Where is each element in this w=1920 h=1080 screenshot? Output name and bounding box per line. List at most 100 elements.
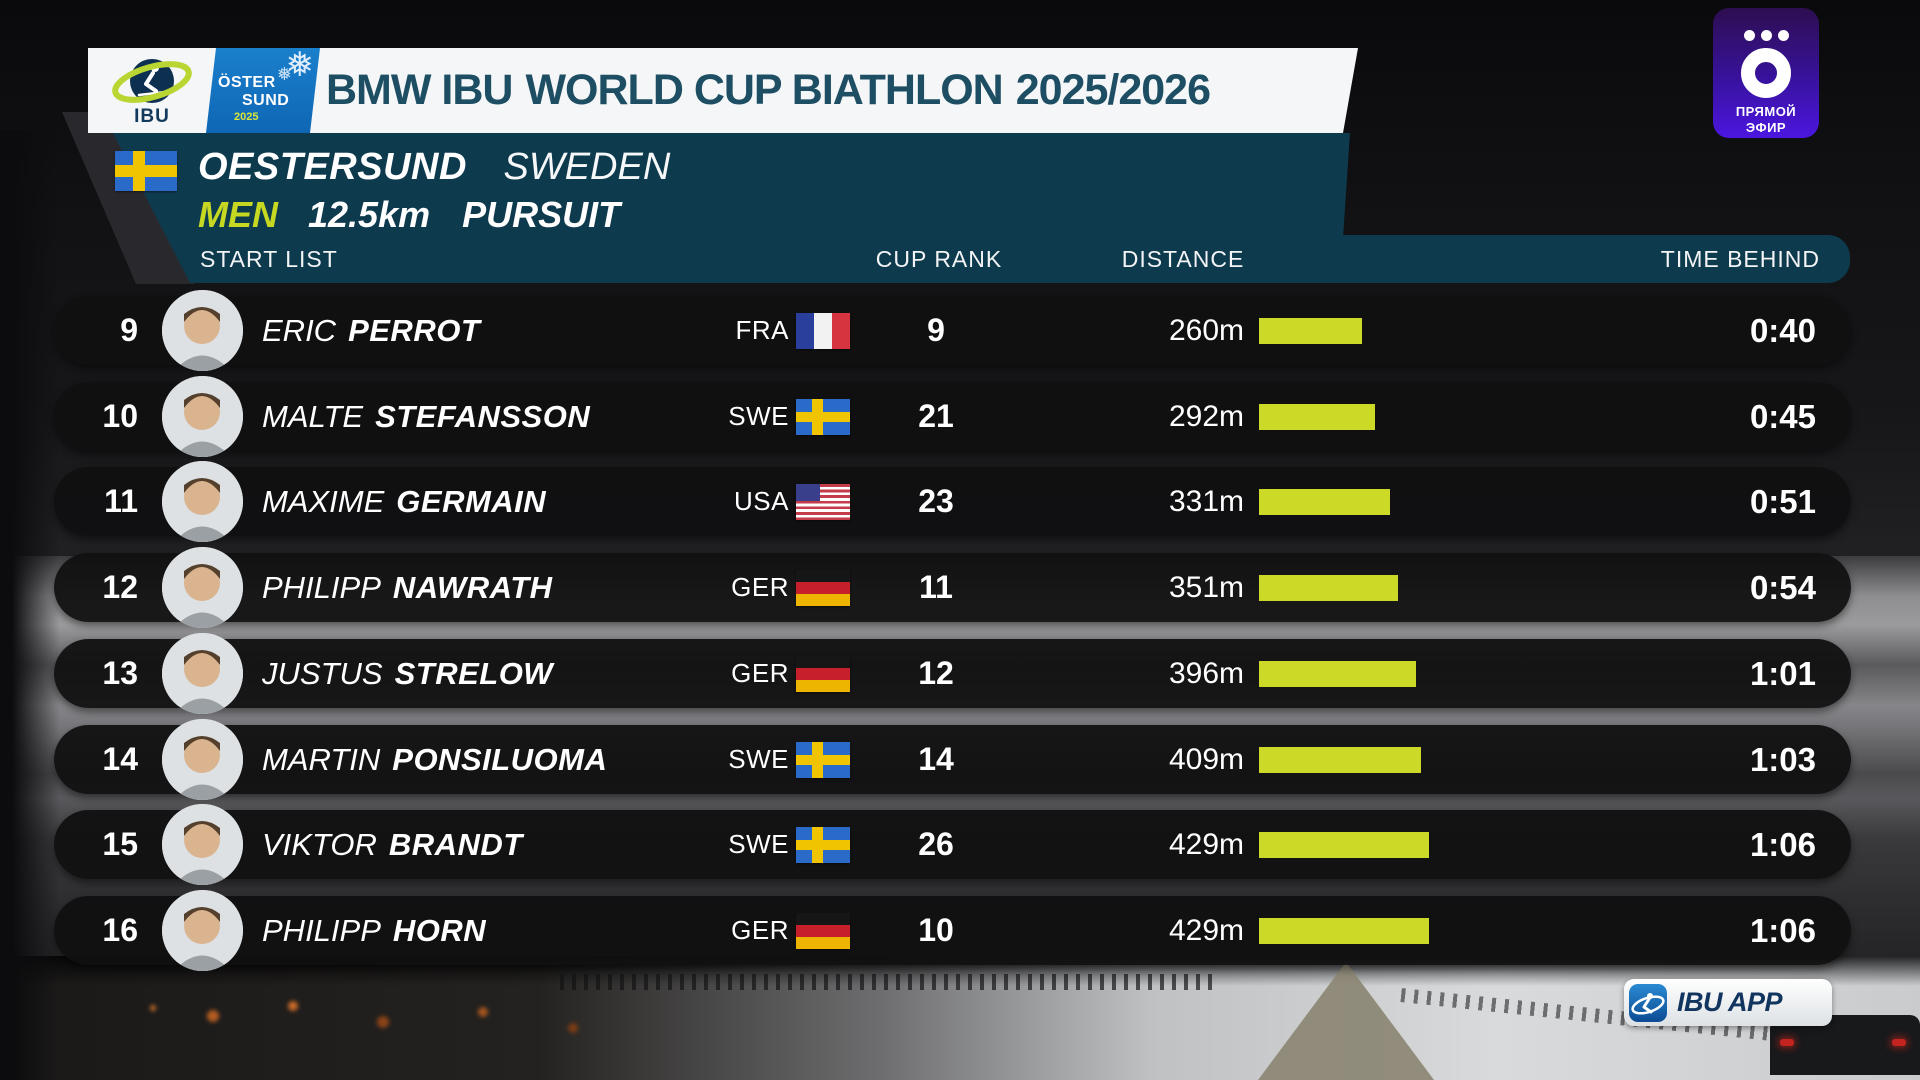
time-behind-value: 1:01 — [1749, 655, 1816, 692]
cup-rank-value: 11 — [919, 569, 953, 605]
country-flag-icon — [796, 484, 850, 520]
oestersund-2025-logo: ❅ ❅ ÖSTER SUND 2025 — [206, 48, 320, 133]
race-distance: 12.5km — [308, 194, 431, 235]
athlete-first-name: ERIC — [262, 313, 337, 348]
distance-value: 429m — [1168, 828, 1244, 861]
title-prefix: BMW IBU — [326, 66, 513, 114]
sweden-flag-icon — [115, 151, 177, 191]
title-main: WORLD CUP BIATHLON — [525, 66, 1003, 114]
host-logo-top: ÖSTER — [218, 74, 276, 91]
athlete-first-name: JUSTUS — [262, 656, 383, 691]
athlete-name: JUSTUS STRELOW — [262, 639, 553, 708]
start-list-row: 15 VIKTOR BRANDT SWE 26 429m 1:06 — [54, 804, 1851, 885]
live-label-line1: ПРЯМОЙ — [1735, 104, 1797, 119]
athlete-last-name: BRANDT — [388, 827, 523, 862]
start-list-row: 12 PHILIPP NAWRATH GER 11 351m 0:54 — [54, 547, 1851, 628]
event-location: OESTERSUND — [198, 146, 467, 188]
athlete-photo — [162, 804, 243, 885]
athlete-photo — [162, 890, 243, 971]
country-code: GER — [731, 915, 789, 945]
crowd-silhouette — [560, 974, 1220, 990]
title-season: 2025/2026 — [1015, 66, 1210, 114]
athlete-name: MAXIME GERMAIN — [262, 467, 546, 536]
athlete-last-name: NAWRATH — [392, 570, 553, 605]
country-code: GER — [731, 658, 789, 688]
broadcaster-logo-ring-icon — [1741, 48, 1791, 98]
race-discipline: PURSUIT — [462, 194, 621, 235]
bib-number: 10 — [102, 398, 138, 434]
event-location-line: OESTERSUND SWEDEN — [198, 146, 670, 189]
distance-value: 292m — [1168, 400, 1244, 433]
ibu-app-badge: IBU APP — [1624, 979, 1832, 1026]
cup-rank-value: 14 — [918, 741, 954, 777]
distance-bar — [1259, 661, 1416, 687]
country-flag-icon — [796, 913, 850, 949]
broadcast-header: IBU ❅ ❅ ÖSTER SUND 2025 BMW IBU WORLD CU… — [88, 48, 1358, 133]
athlete-last-name: GERMAIN — [396, 484, 547, 519]
athlete-name: ERIC PERROT — [262, 296, 480, 365]
ibu-logo-label: IBU — [134, 106, 170, 127]
cup-rank-value: 26 — [918, 826, 954, 862]
time-behind-value: 0:45 — [1749, 398, 1816, 435]
time-behind-value: 1:06 — [1749, 912, 1816, 949]
distance-bar — [1259, 489, 1390, 515]
bib-number: 9 — [120, 312, 138, 348]
athlete-first-name: VIKTOR — [262, 827, 377, 862]
distance-value: 260m — [1168, 314, 1244, 347]
athlete-photo — [162, 461, 243, 542]
time-behind-value: 0:40 — [1749, 312, 1816, 349]
distance-value: 396m — [1168, 657, 1244, 690]
start-list-row: 11 MAXIME GERMAIN USA 23 331m 0:51 — [54, 461, 1851, 542]
distance-value: 351m — [1168, 571, 1244, 604]
live-label-line2: ЭФИР — [1745, 120, 1787, 135]
start-list-row: 14 MARTIN PONSILUOMA SWE 14 409m 1:03 — [54, 719, 1851, 800]
country-flag-icon — [796, 742, 850, 778]
distance-bar — [1259, 747, 1421, 773]
start-list-row: 9 ERIC PERROT FRA 9 260m 0:40 — [54, 290, 1851, 371]
cup-rank-value: 9 — [927, 312, 945, 348]
stadium-lights — [150, 1005, 156, 1011]
broadcaster-logo-dots — [1713, 30, 1819, 41]
broadcast-title: BMW IBU WORLD CUP BIATHLON 2025/2026 — [326, 48, 1210, 133]
country-flag-icon — [796, 313, 850, 349]
time-behind-value: 0:54 — [1749, 569, 1816, 606]
snowflake-icon: ❅ — [285, 48, 314, 84]
country-code: FRA — [735, 315, 789, 345]
time-behind-value: 0:51 — [1749, 483, 1816, 520]
event-country: SWEDEN — [503, 146, 671, 188]
bib-number: 16 — [102, 912, 138, 948]
athlete-first-name: PHILIPP — [262, 570, 381, 605]
athlete-name: VIKTOR BRANDT — [262, 810, 523, 879]
host-flag — [115, 151, 177, 196]
host-logo-bottom: SUND — [242, 92, 290, 109]
live-broadcast-badge: ПРЯМОЙ ЭФИР — [1713, 8, 1819, 138]
cup-rank-value: 12 — [918, 655, 954, 691]
bib-number: 14 — [102, 741, 138, 777]
athlete-first-name: PHILIPP — [262, 913, 381, 948]
country-code: SWE — [728, 744, 789, 774]
cup-rank-value: 23 — [918, 483, 954, 519]
bib-number: 11 — [104, 483, 138, 519]
country-flag-icon — [796, 656, 850, 692]
start-list-row: 16 PHILIPP HORN GER 10 429m 1:06 — [54, 890, 1851, 971]
athlete-photo — [162, 376, 243, 457]
country-flag-icon — [796, 570, 850, 606]
country-flag-icon — [796, 827, 850, 863]
race-category: MEN — [198, 194, 278, 235]
distance-bar — [1259, 918, 1429, 944]
country-code: SWE — [728, 829, 789, 859]
time-behind-value: 1:03 — [1749, 741, 1816, 778]
ibu-app-icon — [1629, 983, 1667, 1022]
time-behind-value: 1:06 — [1749, 826, 1816, 863]
distance-value: 331m — [1168, 485, 1244, 518]
bib-number: 15 — [102, 826, 138, 862]
cup-rank-value: 10 — [918, 912, 954, 948]
country-code: GER — [731, 572, 789, 602]
bib-number: 13 — [102, 655, 138, 691]
distance-bar — [1259, 404, 1375, 430]
country-flag-icon — [796, 399, 850, 435]
distance-value: 429m — [1168, 914, 1244, 947]
country-code: USA — [734, 486, 789, 516]
distance-bar — [1259, 318, 1362, 344]
athlete-photo — [162, 290, 243, 371]
